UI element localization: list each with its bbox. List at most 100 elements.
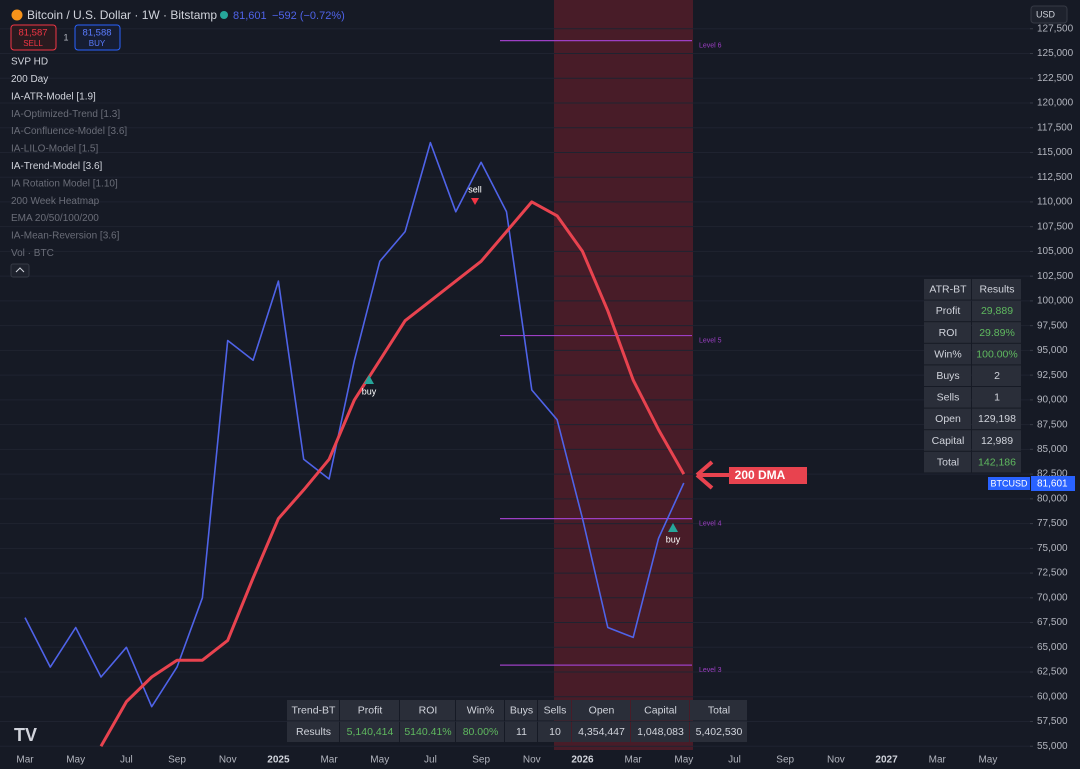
series-line xyxy=(99,200,686,748)
y-tick-label: 125,000 xyxy=(1037,48,1074,59)
y-tick-label: 115,000 xyxy=(1037,147,1073,158)
table-cell-text: 29.89% xyxy=(979,327,1015,339)
table-cell xyxy=(924,430,971,451)
table-header: Capital xyxy=(644,705,677,717)
indicator-name[interactable]: IA-Trend-Model [3.6] xyxy=(11,161,103,172)
indicator-name[interactable]: IA-Confluence-Model [3.6] xyxy=(11,126,127,137)
indicator-name[interactable]: 200 Week Heatmap xyxy=(11,196,100,207)
table-cell-text: ROI xyxy=(939,327,958,339)
table-cell xyxy=(572,721,630,742)
signal-label: buy xyxy=(666,534,681,544)
table-cell xyxy=(972,300,1021,322)
table-header: Sells xyxy=(544,705,567,717)
table-cell xyxy=(690,721,747,742)
symbol-title: Bitcoin / U.S. Dollar · 1W · Bitstamp xyxy=(27,8,217,22)
signal-label: buy xyxy=(362,386,377,396)
y-tick-label: 70,000 xyxy=(1037,592,1068,603)
table-cell xyxy=(972,451,1021,473)
y-tick-label: 112,500 xyxy=(1037,172,1073,183)
x-tick-label: Nov xyxy=(827,755,845,766)
table-cell-text: Capital xyxy=(932,435,965,447)
table-cell xyxy=(972,279,1021,300)
table-cell xyxy=(505,721,537,742)
sell-price[interactable]: 81,587 xyxy=(18,28,47,39)
table-cell xyxy=(340,721,399,742)
table-cell xyxy=(972,387,1021,408)
price-tag xyxy=(1031,476,1075,491)
table-cell xyxy=(505,700,537,721)
indicator-name[interactable]: 200 Day xyxy=(11,74,48,85)
y-tick-label: 92,500 xyxy=(1037,370,1068,381)
level-label: Level 4 xyxy=(699,520,722,527)
indicator-name[interactable]: IA-Optimized-Trend [1.3] xyxy=(11,109,120,120)
y-tick-label: 60,000 xyxy=(1037,691,1068,702)
buy-price[interactable]: 81,588 xyxy=(82,28,111,39)
x-tick-label: Sep xyxy=(168,755,186,766)
table-cell-text: 1,048,083 xyxy=(637,726,684,738)
x-tick-label: Jul xyxy=(424,755,437,766)
table-cell xyxy=(972,343,1021,365)
table-cell xyxy=(924,279,971,300)
table-cell xyxy=(538,700,571,721)
table-cell xyxy=(972,430,1021,451)
annotation-arrow xyxy=(695,460,730,490)
table-cell xyxy=(924,365,971,386)
table-cell-text: 1 xyxy=(994,392,1000,404)
x-tick-label: Mar xyxy=(320,755,338,766)
x-tick-label: May xyxy=(66,755,85,766)
annotation-box xyxy=(729,467,807,484)
table-cell xyxy=(340,700,399,721)
coin-icon xyxy=(11,9,23,21)
table-cell-text: 10 xyxy=(549,726,561,738)
signal-label: sell xyxy=(468,184,482,194)
logo: TV xyxy=(14,725,37,745)
price-change: −592 (−0.72%) xyxy=(272,10,345,22)
indicator-name[interactable]: IA-Mean-Reversion [3.6] xyxy=(11,231,120,242)
indicator-name[interactable]: IA Rotation Model [1.10] xyxy=(11,178,118,189)
y-tick-label: 97,500 xyxy=(1037,320,1068,331)
table-header: Buys xyxy=(510,705,533,717)
table-cell xyxy=(972,365,1021,386)
table-cell xyxy=(924,451,971,473)
y-tick-label: 87,500 xyxy=(1037,419,1068,430)
table-cell-text: Open xyxy=(935,413,961,425)
indicator-name[interactable]: IA-ATR-Model [1.9] xyxy=(11,91,96,102)
currency-button[interactable] xyxy=(1030,5,1068,24)
y-tick-label: 107,500 xyxy=(1037,221,1074,232)
collapse-button[interactable] xyxy=(10,263,30,278)
collapse-icon[interactable] xyxy=(15,267,25,273)
sell-label[interactable]: SELL xyxy=(23,39,43,48)
buy-button[interactable] xyxy=(74,24,121,51)
table-header: Win% xyxy=(467,705,494,717)
y-tick-label: 72,500 xyxy=(1037,568,1068,579)
y-tick-label: 117,500 xyxy=(1037,122,1073,133)
table-cell-text: 4,354,447 xyxy=(578,726,625,738)
indicator-name[interactable]: SVP HD xyxy=(11,57,48,68)
currency[interactable]: USD xyxy=(1036,9,1056,19)
x-tick-label: 2025 xyxy=(267,755,290,766)
y-tick-label: 85,000 xyxy=(1037,444,1068,455)
indicator-name[interactable]: IA-LILO-Model [1.5] xyxy=(11,144,98,155)
x-tick-label: Mar xyxy=(929,755,947,766)
series-line xyxy=(24,141,685,708)
table-cell xyxy=(924,300,971,322)
y-tick-label: 110,000 xyxy=(1037,197,1073,208)
indicator-name[interactable]: Vol · BTC xyxy=(11,248,54,259)
y-tick-label: 57,500 xyxy=(1037,716,1068,727)
table-cell-text: Sells xyxy=(937,392,960,404)
sell-button[interactable] xyxy=(10,24,57,51)
y-tick-label: 90,000 xyxy=(1037,395,1068,406)
y-tick-label: 122,500 xyxy=(1037,73,1074,84)
table-cell xyxy=(456,700,504,721)
buy-label[interactable]: BUY xyxy=(89,39,106,48)
table-header: Total xyxy=(708,705,730,717)
level-label: Level 5 xyxy=(699,337,722,344)
table-cell xyxy=(400,721,455,742)
y-tick-label: 100,000 xyxy=(1037,296,1074,307)
table-header: Open xyxy=(589,705,615,717)
table-cell-text: Results xyxy=(296,726,331,738)
table-cell xyxy=(287,700,339,721)
x-tick-label: May xyxy=(674,755,693,766)
indicator-name[interactable]: EMA 20/50/100/200 xyxy=(11,213,99,224)
